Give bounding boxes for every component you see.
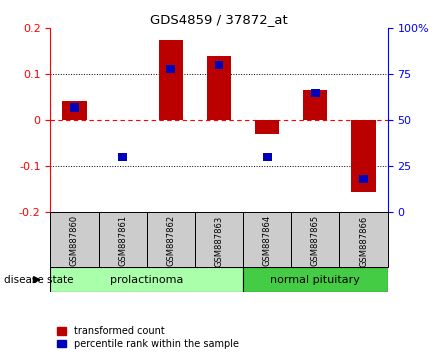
Bar bbox=[159, 40, 183, 120]
Bar bbox=[118, 153, 127, 161]
Bar bbox=[243, 267, 388, 292]
Bar bbox=[339, 212, 388, 267]
Text: GSM887860: GSM887860 bbox=[70, 215, 79, 267]
Bar bbox=[263, 153, 272, 161]
Text: GSM887864: GSM887864 bbox=[263, 215, 272, 267]
Bar bbox=[303, 91, 327, 120]
Text: GSM887865: GSM887865 bbox=[311, 215, 320, 267]
Text: GSM887866: GSM887866 bbox=[359, 215, 368, 267]
Bar bbox=[62, 101, 86, 120]
Text: disease state: disease state bbox=[4, 275, 74, 285]
Bar bbox=[166, 65, 175, 73]
Text: GSM887863: GSM887863 bbox=[215, 215, 223, 267]
Bar bbox=[195, 212, 243, 267]
Bar bbox=[207, 56, 231, 120]
Bar bbox=[351, 120, 375, 192]
Text: normal pituitary: normal pituitary bbox=[270, 275, 360, 285]
Bar bbox=[147, 212, 195, 267]
Bar bbox=[255, 120, 279, 134]
Bar bbox=[291, 212, 339, 267]
Bar bbox=[215, 61, 223, 69]
Text: GSM887861: GSM887861 bbox=[118, 215, 127, 267]
Text: GSM887862: GSM887862 bbox=[166, 215, 175, 267]
Title: GDS4859 / 37872_at: GDS4859 / 37872_at bbox=[150, 13, 288, 26]
Bar bbox=[359, 175, 368, 183]
Bar bbox=[99, 212, 147, 267]
Bar bbox=[311, 88, 320, 97]
Bar bbox=[243, 212, 291, 267]
Text: prolactinoma: prolactinoma bbox=[110, 275, 184, 285]
Legend: transformed count, percentile rank within the sample: transformed count, percentile rank withi… bbox=[57, 326, 239, 349]
Bar bbox=[70, 103, 79, 112]
Bar bbox=[50, 267, 243, 292]
Bar bbox=[50, 212, 99, 267]
